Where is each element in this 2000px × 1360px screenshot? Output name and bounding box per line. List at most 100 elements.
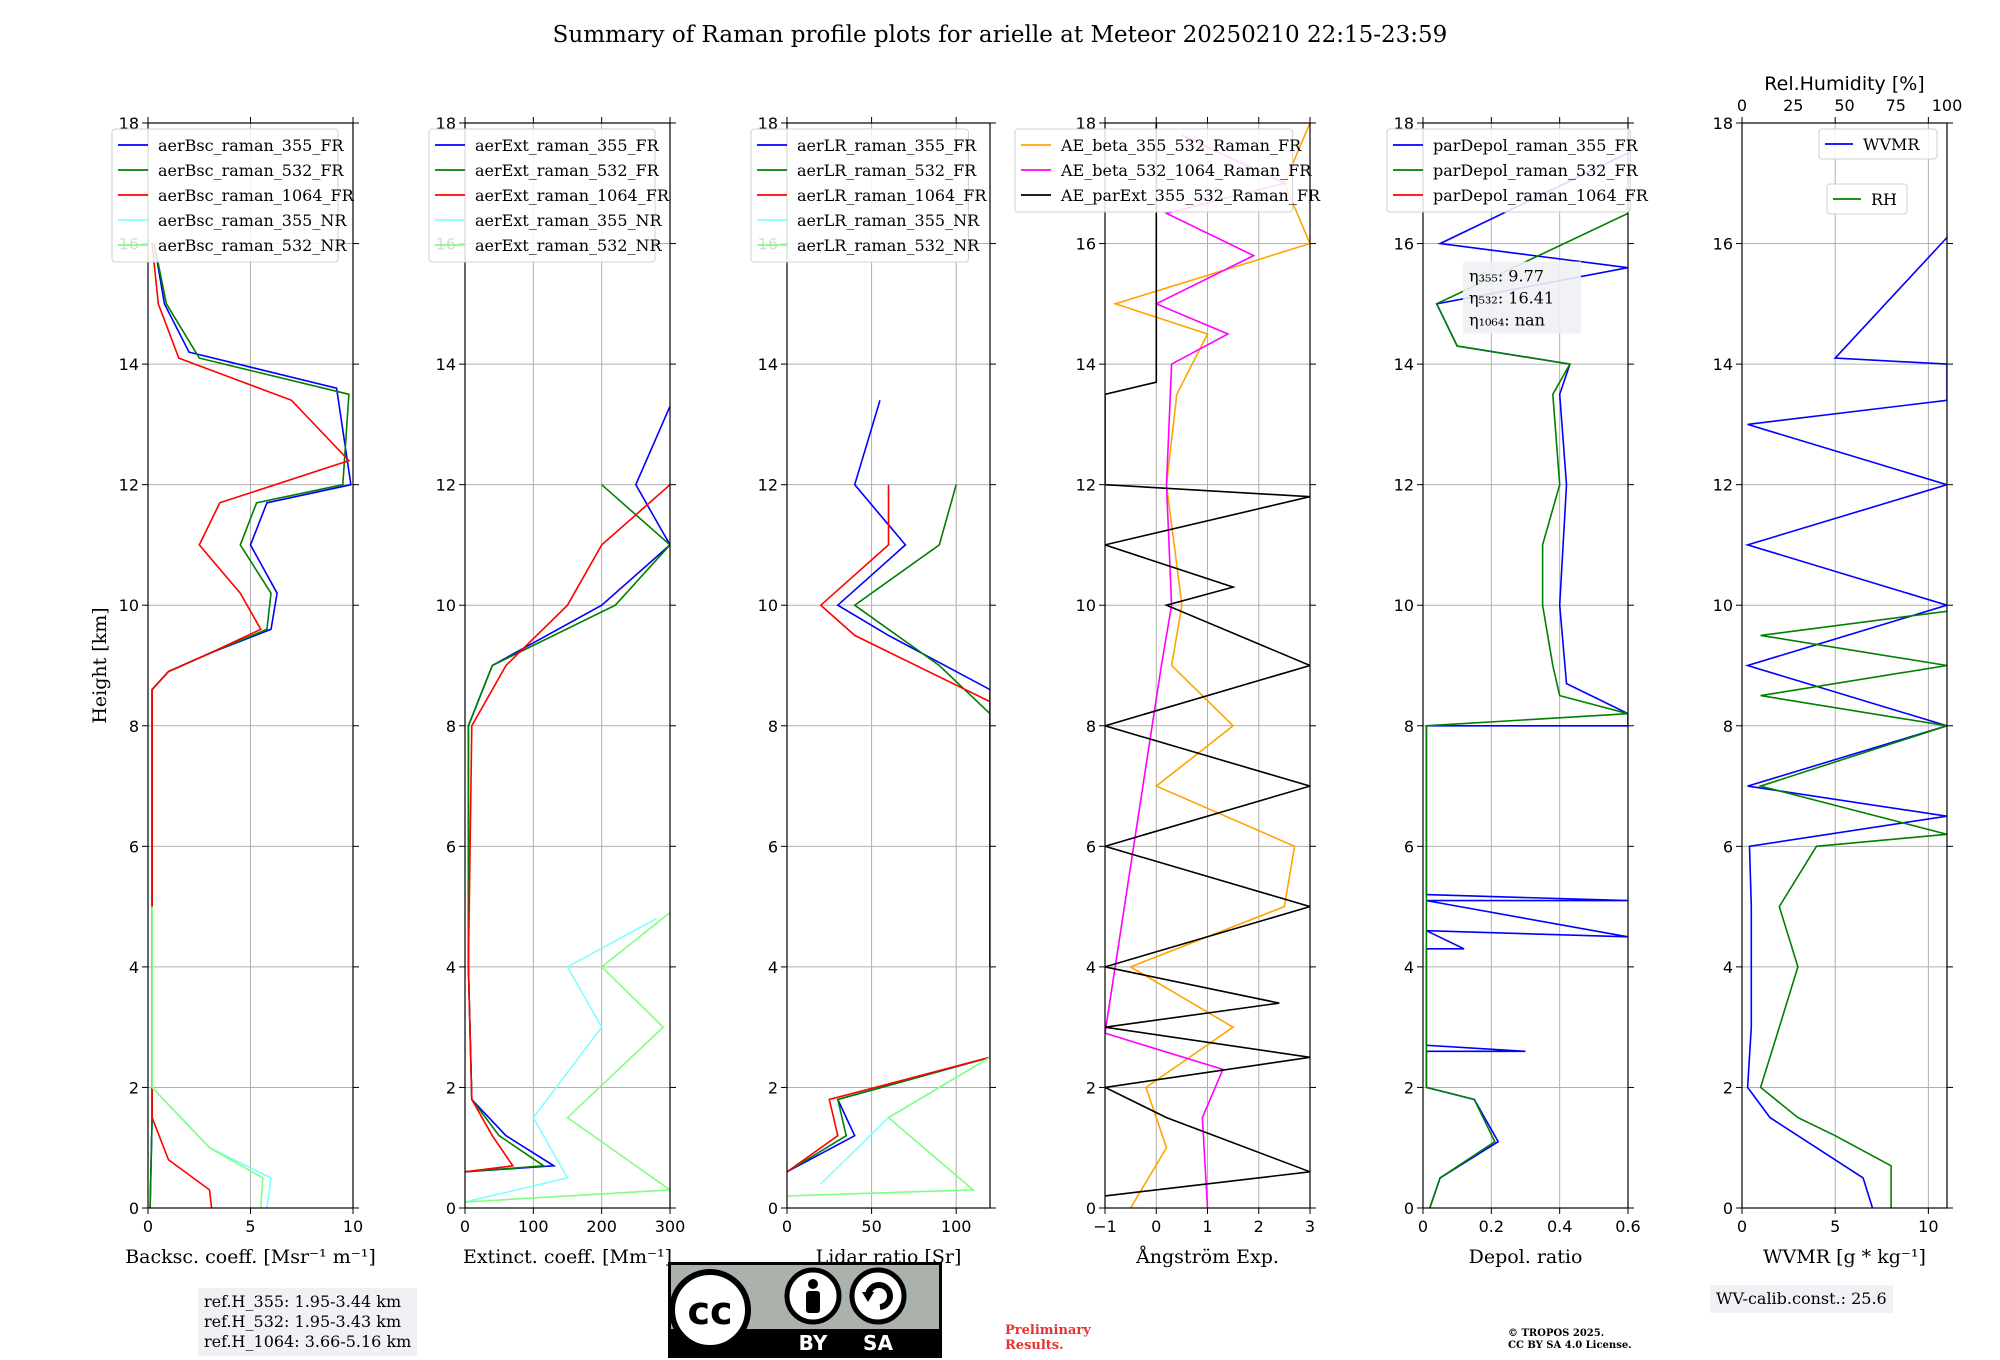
y-tick-label: 4	[446, 958, 456, 977]
y-tick-label: 16	[1394, 235, 1414, 254]
legend-label: aerLR_raman_355_NR	[797, 211, 980, 230]
panel-lr: 024681012141618050100Lidar ratio [Sr]aer…	[750, 114, 996, 1268]
legend-label: aerBsc_raman_532_FR	[158, 161, 344, 180]
panel-ext: 0246810121416180100200300Extinct. coeff.…	[428, 114, 686, 1268]
y-tick-label: 18	[119, 114, 139, 133]
legend-label: aerExt_raman_532_NR	[475, 236, 663, 255]
legend-label: aerExt_raman_532_FR	[475, 161, 660, 180]
y-tick-label: 2	[1723, 1078, 1733, 1097]
x-tick-label: 100	[941, 1217, 972, 1236]
series-line-AE_parExt_355_532_Raman_FR	[1105, 123, 1310, 1197]
axes-frame	[786, 122, 991, 1209]
x-tick-label: 5	[245, 1217, 255, 1236]
x-axis-label: Extinct. coeff. [Mm⁻¹]	[463, 1246, 672, 1268]
axes-frame	[1422, 122, 1629, 1209]
series-line-AE_beta_532_1064_Raman_FR	[1105, 134, 1287, 1208]
y-tick-label: 10	[758, 596, 778, 615]
wv-calib-text: WV-calib.const.: 25.6	[1716, 1289, 1887, 1308]
y-tick-label: 6	[1404, 837, 1414, 856]
eta-annotation-line: η₅₃₂: 16.41	[1469, 289, 1554, 308]
y-tick-label: 12	[436, 476, 456, 495]
legend-label: RH	[1871, 190, 1897, 209]
legend-box	[1386, 128, 1631, 213]
legend-label: aerLR_raman_532_NR	[797, 236, 980, 255]
preliminary-note: Preliminary Results.	[1005, 1323, 1091, 1353]
sa-label: SA	[863, 1331, 893, 1355]
y-tick-label: 2	[1404, 1078, 1414, 1097]
x-tick-label: 0	[782, 1217, 792, 1236]
y-tick-label: 2	[768, 1078, 778, 1097]
legend-box	[1826, 183, 1908, 215]
y-tick-label: 0	[446, 1199, 456, 1218]
y-tick-label: 4	[1086, 958, 1096, 977]
y-tick-label: 0	[1086, 1199, 1096, 1218]
y-tick-label: 4	[1404, 958, 1414, 977]
legend-box	[111, 128, 339, 263]
axes-frame	[1741, 122, 1948, 1209]
series-line-aerExt_raman_1064_FR	[465, 484, 670, 1173]
x-axis-label: WVMR [g * kg⁻¹]	[1763, 1246, 1926, 1268]
series-line-RH	[1757, 610, 1947, 1208]
y-tick-label: 18	[758, 114, 778, 133]
y-tick-label: 12	[1394, 476, 1414, 495]
y-tick-label: 2	[129, 1078, 139, 1097]
legend-box	[1014, 128, 1294, 213]
copyright-line-1: © TROPOS 2025.	[1508, 1328, 1605, 1339]
legend-label: parDepol_raman_355_FR	[1433, 136, 1639, 155]
preliminary-line-1: Preliminary	[1005, 1323, 1091, 1338]
x-tick-label: 0	[460, 1217, 470, 1236]
x-tick-label: 0	[1418, 1217, 1428, 1236]
y-tick-label: 2	[1086, 1078, 1096, 1097]
y-tick-label: 14	[436, 355, 456, 374]
axes-frame	[464, 122, 671, 1209]
legend-label: aerLR_raman_1064_FR	[797, 186, 987, 205]
sa-arrow-icon	[849, 1267, 907, 1325]
series-line-aerLR_raman_355_NR	[820, 966, 990, 1185]
y-tick-label: 14	[1076, 355, 1096, 374]
y-tick-label: 18	[1076, 114, 1096, 133]
x-tick-label: 300	[655, 1217, 686, 1236]
x-tick-label: 0	[143, 1217, 153, 1236]
cc-license-logo: cc BY SA	[668, 1262, 942, 1358]
top-x-tick-label: 25	[1783, 96, 1803, 115]
series-line-WVMR	[1744, 236, 1947, 1208]
legend-label: AE_beta_532_1064_Raman_FR	[1060, 161, 1312, 180]
x-tick-label: 0.6	[1615, 1217, 1640, 1236]
legend-box	[428, 128, 656, 263]
y-tick-label: 18	[1394, 114, 1414, 133]
x-tick-label: 0	[1737, 1217, 1747, 1236]
x-tick-label: 100	[518, 1217, 549, 1236]
series-line-aerLR_raman_1064_FR	[787, 484, 990, 1173]
y-tick-label: 0	[129, 1199, 139, 1218]
x-axis-label: Depol. ratio	[1469, 1246, 1583, 1268]
series-line-aerExt_raman_355_FR	[465, 405, 670, 1173]
legend-label: aerBsc_raman_355_FR	[158, 136, 344, 155]
ref-height-1064: ref.H_1064: 3.66-5.16 km	[204, 1332, 412, 1351]
copyright-line-2: CC BY SA 4.0 License.	[1508, 1340, 1632, 1351]
y-tick-label: 6	[446, 837, 456, 856]
y-tick-label: 12	[1713, 476, 1733, 495]
y-tick-label: 8	[768, 717, 778, 736]
x-axis-label: Ångström Exp.	[1135, 1246, 1279, 1268]
legend-label: aerLR_raman_355_FR	[797, 136, 977, 155]
series-line-aerBsc_raman_355_NR	[151, 906, 272, 1208]
y-tick-label: 14	[1394, 355, 1414, 374]
legend-label: aerExt_raman_355_FR	[475, 136, 660, 155]
y-tick-label: 6	[768, 837, 778, 856]
y-tick-label: 10	[436, 596, 456, 615]
x-tick-label: 5	[1830, 1217, 1840, 1236]
cc-circle-icon	[669, 1269, 751, 1351]
y-tick-label: 0	[768, 1199, 778, 1218]
y-tick-label: 8	[129, 717, 139, 736]
panel-depol: 0 2 4 6 8 10 12 14 16 18 0 0.2 0.4 0.6 Depol. ratio par…	[1386, 114, 1649, 1268]
eta-annotation-box	[1463, 261, 1581, 334]
series-line-aerExt_raman_532_FR	[465, 484, 670, 1173]
x-tick-label: 10	[1918, 1217, 1938, 1236]
y-tick-label: 18	[1713, 114, 1733, 133]
x-axis-label: Backsc. coeff. [Msr⁻¹ m⁻¹]	[125, 1246, 376, 1268]
series-line-AE_beta_355_532_Raman_FR	[1112, 123, 1310, 1208]
legend-label: WVMR	[1863, 135, 1920, 154]
y-tick-label: 4	[1723, 958, 1733, 977]
